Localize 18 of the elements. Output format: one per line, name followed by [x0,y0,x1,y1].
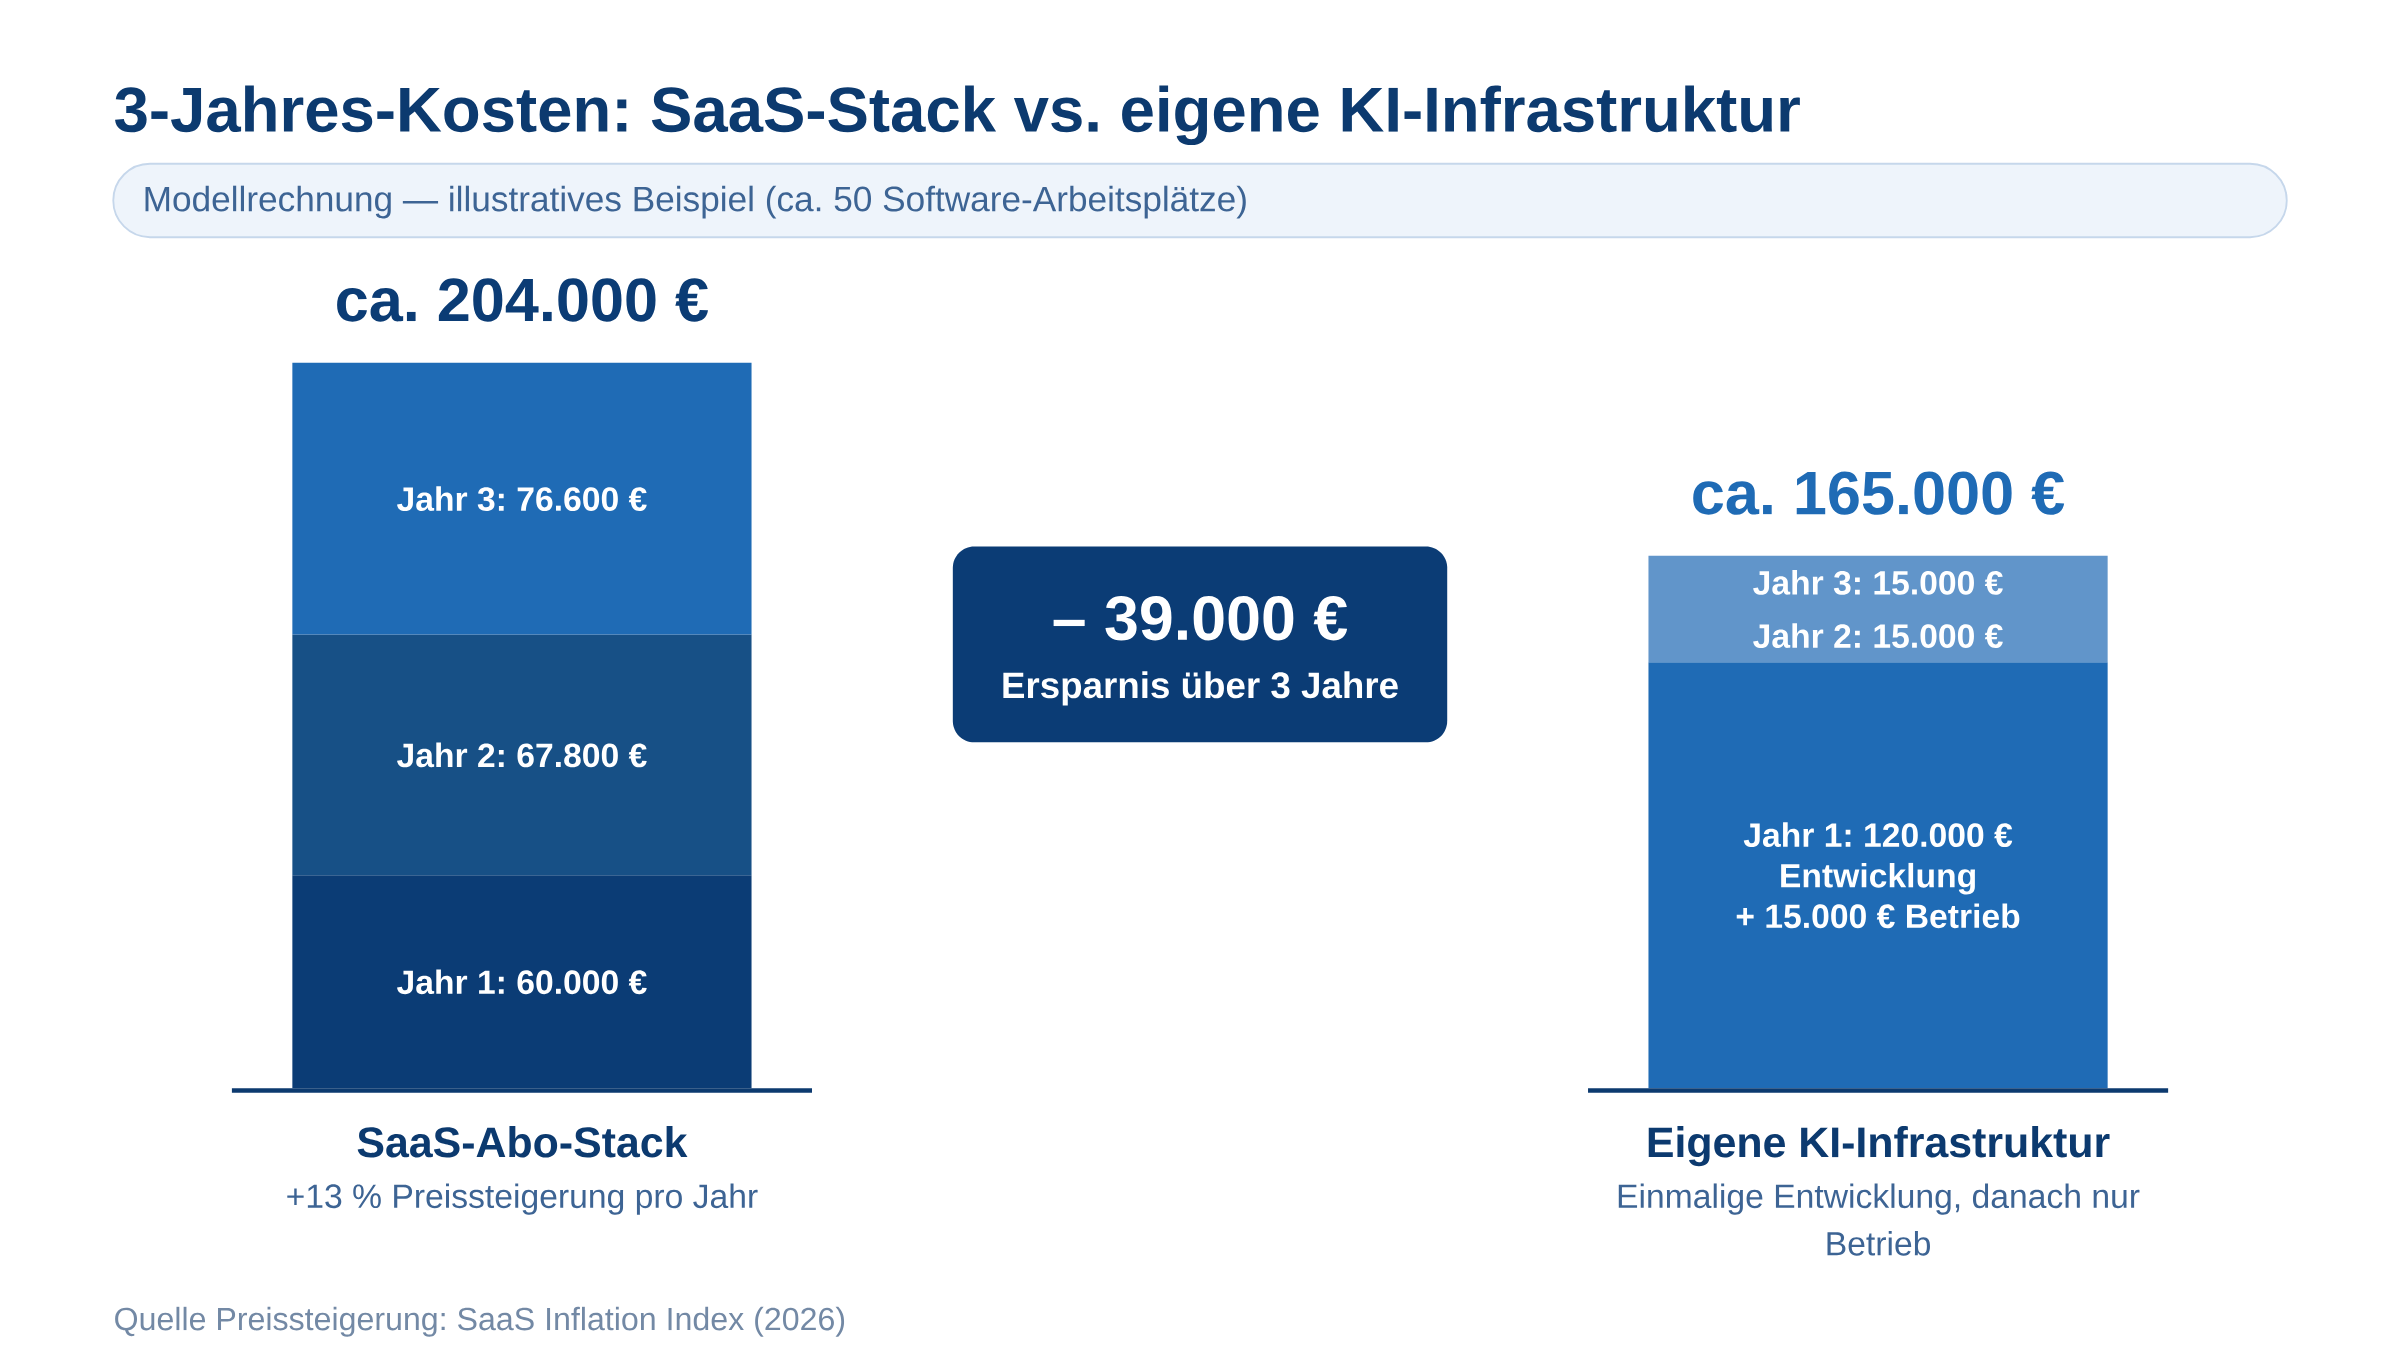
data-label: Jahr 3: 76.600 € [397,486,647,512]
annotation: – 39.000 € [1053,595,1348,641]
bar [292,634,752,876]
source-note: Quelle Preissteigerung: SaaS Inflation Index (2026) [115,1306,845,1337]
chart-subtitle: Modellrechnung — illustratives Beispiel (ca. 50 Software-Arbeitsplätze) [145,185,1246,219]
data-label: Jahr 1: 120.000 € Entwicklung + 15.000 € Betrieb [1736,822,2020,929]
chart-title: 3-Jahres-Kosten: SaaS-Stack vs. eigene KI-Infrastruktur [115,85,1800,146]
annotation: ca. 165.000 € [1693,471,2065,515]
annotation: ca. 204.000 € [337,278,708,322]
text: +13 % Preissteigerung pro Jahr [287,1183,758,1215]
data-label: Jahr 2: 15.000 € [1753,623,2003,649]
data-label: Jahr 3: 15.000 € [1753,570,2003,595]
data-label: Jahr 2: 67.800 € [397,742,647,768]
x-tick-label: SaaS-Abo-Stack [357,1126,688,1158]
annotation: Ersparnis über 3 Jahre [1003,671,1398,706]
data-label: Jahr 1: 60.000 € [397,969,647,995]
x-tick-label: Eigene KI-Infrastruktur [1648,1126,2110,1167]
text: Einmalige Entwicklung, danach nur Betrieb [1618,1183,2140,1256]
